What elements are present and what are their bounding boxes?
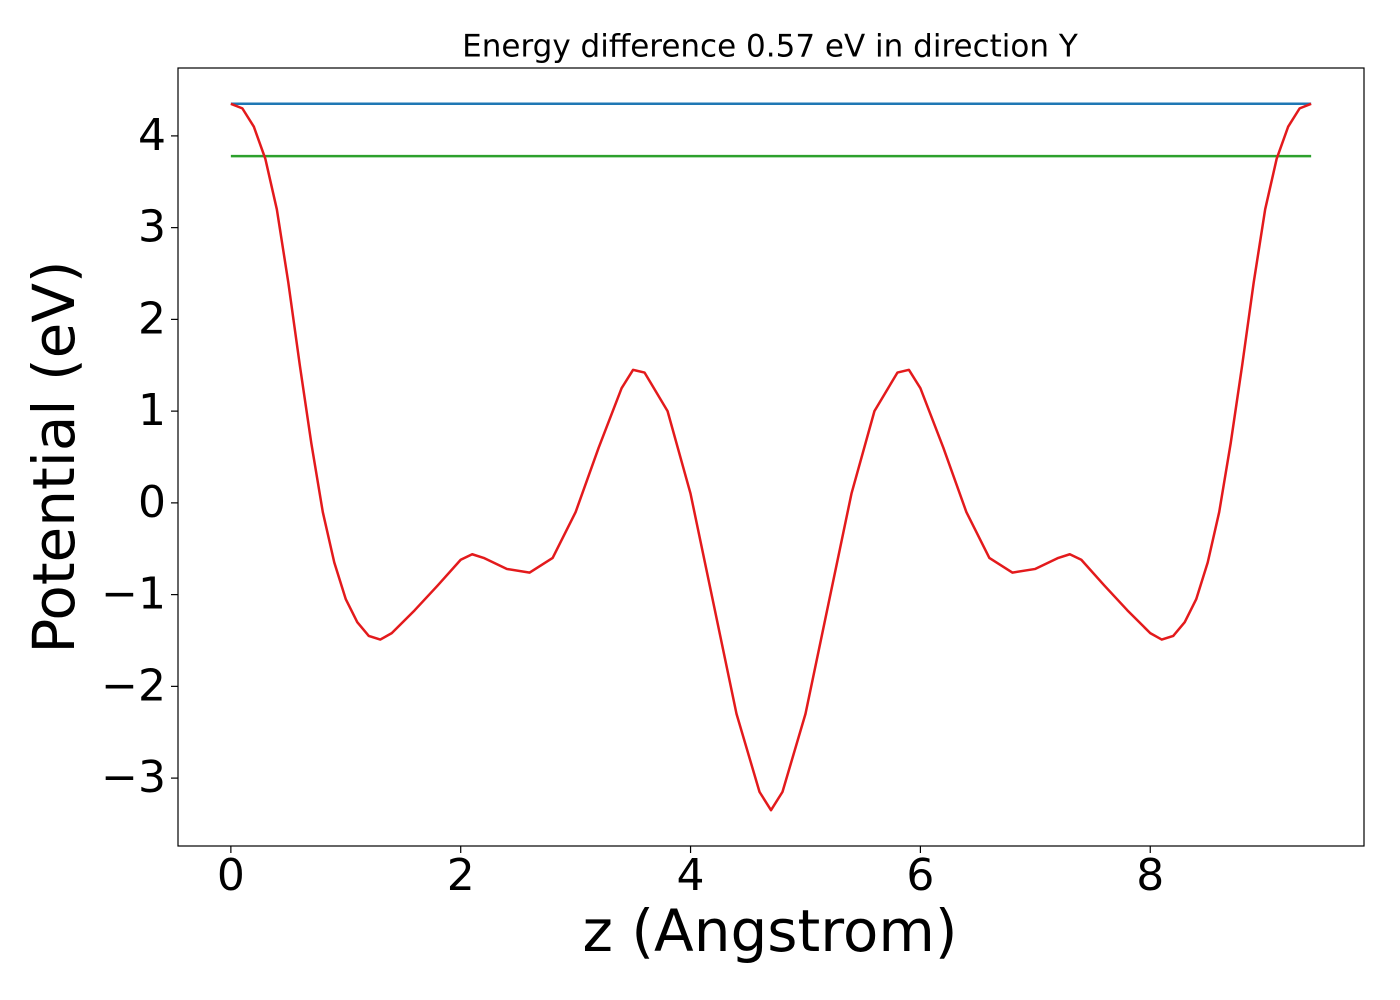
- y-tick-label: −3: [101, 752, 166, 803]
- x-tick-label: 8: [1136, 850, 1164, 901]
- y-tick-label: −1: [101, 569, 166, 620]
- y-tick-label: 1: [138, 385, 166, 436]
- x-tick-label: 6: [906, 850, 934, 901]
- data-line: [230, 102, 1312, 812]
- y-axis-label: Potential (eV): [20, 260, 88, 653]
- x-axis-label: z (Angstrom): [583, 897, 958, 965]
- chart-title: Energy difference 0.57 eV in direction Y: [462, 29, 1078, 65]
- plot-frame: [177, 67, 1365, 847]
- x-tick-label: 2: [447, 850, 475, 901]
- y-tick-label: 4: [138, 110, 166, 161]
- y-tick-label: 2: [138, 293, 166, 344]
- y-tick-label: 3: [138, 202, 166, 253]
- x-tick-label: 0: [217, 850, 245, 901]
- x-tick-label: 4: [677, 850, 705, 901]
- y-tick-label: −2: [101, 660, 166, 711]
- y-tick-label: 0: [138, 477, 166, 528]
